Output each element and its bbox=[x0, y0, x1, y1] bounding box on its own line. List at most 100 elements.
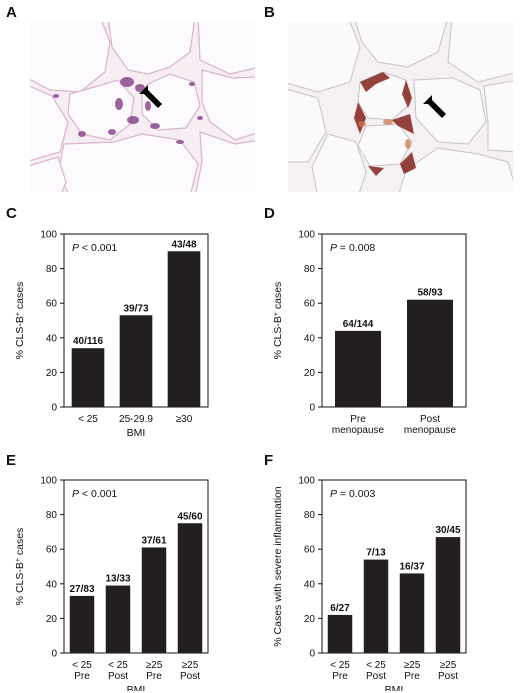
bar-chart-f: 0 20 40 60 80 100 % Cases with severe inflamma… bbox=[264, 466, 514, 691]
y-tick-label: 0 bbox=[51, 403, 57, 414]
y-axis-label-main: % CLS-B bbox=[272, 316, 284, 359]
x-tick-label: Pre bbox=[332, 671, 348, 682]
bar bbox=[105, 585, 131, 653]
bar bbox=[327, 614, 353, 653]
y-tick-label: 20 bbox=[46, 368, 58, 379]
x-tick-label: Pre bbox=[404, 671, 420, 682]
bar bbox=[69, 595, 95, 653]
panel-letter-b: B bbox=[264, 4, 275, 21]
bar bbox=[363, 559, 389, 653]
panel-letter-f: F bbox=[264, 452, 274, 469]
x-tick-label: Post bbox=[438, 671, 458, 682]
y-tick-label: 40 bbox=[304, 579, 316, 590]
y-tick-label: 60 bbox=[304, 299, 316, 310]
plot-frame bbox=[321, 233, 467, 408]
x-tick-label: menopause bbox=[332, 425, 385, 436]
y-tick-label: 100 bbox=[298, 230, 315, 241]
p-value-prefix: P bbox=[330, 488, 337, 500]
p-value-text: < 0.001 bbox=[79, 488, 117, 500]
bar-value-label: 58/93 bbox=[417, 288, 442, 299]
x-tick-label: Post bbox=[420, 414, 440, 425]
plot-frame bbox=[321, 479, 467, 654]
x-tick-label: Pre bbox=[74, 671, 90, 682]
bar-value-label: 43/48 bbox=[171, 239, 196, 250]
bar bbox=[167, 251, 201, 407]
y-tick-label: 0 bbox=[309, 403, 315, 414]
y-axis-label-main: % Cases with severe inflammation bbox=[272, 486, 284, 647]
bar-value-label: 64/144 bbox=[343, 319, 374, 330]
y-axis-label-sup: + bbox=[15, 312, 22, 316]
micrograph-cd68-stain bbox=[288, 22, 513, 192]
p-value-label: P = 0.003 bbox=[330, 488, 375, 500]
p-value-text: = 0.008 bbox=[337, 242, 375, 254]
x-tick-label: 25-29.9 bbox=[119, 414, 153, 425]
x-tick-label: ≥25 bbox=[404, 660, 421, 671]
bar-value-label: 40/116 bbox=[73, 336, 103, 347]
y-axis-label: % CLS-B+ cases bbox=[14, 528, 26, 606]
y-tick-label: 20 bbox=[304, 368, 316, 379]
x-axis-label: BMI bbox=[127, 684, 146, 691]
bar bbox=[71, 348, 105, 407]
bar-chart-c: 0 20 40 60 80 100 % CLS-B+ cases P < 0.001 40/11… bbox=[6, 220, 256, 450]
x-tick-label: ≥25 bbox=[440, 660, 457, 671]
x-tick-label: Pre bbox=[350, 414, 366, 425]
bar-chart-d: 0 20 40 60 80 100 % CLS-B+ cases P = 0.008 64/14… bbox=[264, 220, 514, 450]
micrograph-he-stain bbox=[30, 22, 255, 192]
bar-value-label: 6/27 bbox=[330, 603, 350, 614]
y-tick-label: 100 bbox=[298, 476, 315, 487]
bar-chart-e: 0 20 40 60 80 100 % CLS-B+ cases P < 0.001 27/83… bbox=[6, 466, 256, 691]
arrow-icon bbox=[420, 92, 450, 122]
panel-letter-c: C bbox=[6, 205, 17, 222]
x-tick-label: Post bbox=[366, 671, 386, 682]
x-tick-label: ≥30 bbox=[176, 414, 193, 425]
y-tick-label: 100 bbox=[40, 230, 57, 241]
x-tick-label: ≥25 bbox=[182, 660, 199, 671]
y-tick-label: 0 bbox=[51, 649, 57, 660]
y-axis-label-tail: cases bbox=[14, 282, 26, 312]
y-tick-label: 60 bbox=[46, 545, 58, 556]
panel-letter-a: A bbox=[6, 4, 17, 21]
bar bbox=[435, 537, 461, 653]
bar-value-label: 30/45 bbox=[435, 525, 460, 536]
y-tick-label: 40 bbox=[46, 333, 58, 344]
bar bbox=[119, 315, 153, 407]
y-axis-label: % Cases with severe inflammation bbox=[272, 486, 284, 647]
y-tick-label: 80 bbox=[304, 510, 316, 521]
panel-letter-d: D bbox=[264, 205, 275, 222]
p-value-prefix: P bbox=[72, 242, 79, 254]
y-axis-label-main: % CLS-B bbox=[14, 562, 26, 605]
y-axis-label-sup: + bbox=[273, 312, 280, 316]
panel-letter-e: E bbox=[6, 452, 17, 469]
x-tick-label: Post bbox=[108, 671, 128, 682]
bar-value-label: 16/37 bbox=[399, 561, 424, 572]
y-axis-label: % CLS-B+ cases bbox=[14, 282, 26, 360]
bar bbox=[141, 547, 167, 653]
x-axis-label: BMI bbox=[127, 427, 146, 439]
y-axis-label-main: % CLS-B bbox=[14, 316, 26, 359]
x-tick-label: < 25 bbox=[330, 660, 350, 671]
p-value-label: P < 0.001 bbox=[72, 242, 117, 254]
y-axis-label-sup: + bbox=[15, 558, 22, 562]
bar-value-label: 37/61 bbox=[141, 535, 166, 546]
y-tick-label: 100 bbox=[40, 476, 57, 487]
y-tick-label: 80 bbox=[46, 264, 58, 275]
y-tick-label: 60 bbox=[304, 545, 316, 556]
bar bbox=[177, 523, 203, 653]
bar-value-label: 39/73 bbox=[123, 303, 148, 314]
bar-value-label: 27/83 bbox=[69, 584, 94, 595]
y-tick-label: 0 bbox=[309, 649, 315, 660]
x-tick-label: < 25 bbox=[72, 660, 92, 671]
bar-value-label: 13/33 bbox=[105, 574, 130, 585]
y-tick-label: 40 bbox=[304, 333, 316, 344]
x-tick-label: ≥25 bbox=[146, 660, 163, 671]
bar bbox=[335, 330, 381, 407]
x-axis-label: BMI bbox=[385, 684, 404, 691]
y-tick-label: 20 bbox=[46, 614, 58, 625]
p-value-prefix: P bbox=[330, 242, 337, 254]
p-value-label: P < 0.001 bbox=[72, 488, 117, 500]
y-tick-label: 80 bbox=[46, 510, 58, 521]
x-tick-label: < 25 bbox=[108, 660, 128, 671]
plot-frame bbox=[63, 479, 209, 654]
x-tick-label: < 25 bbox=[78, 414, 98, 425]
bar bbox=[399, 573, 425, 653]
